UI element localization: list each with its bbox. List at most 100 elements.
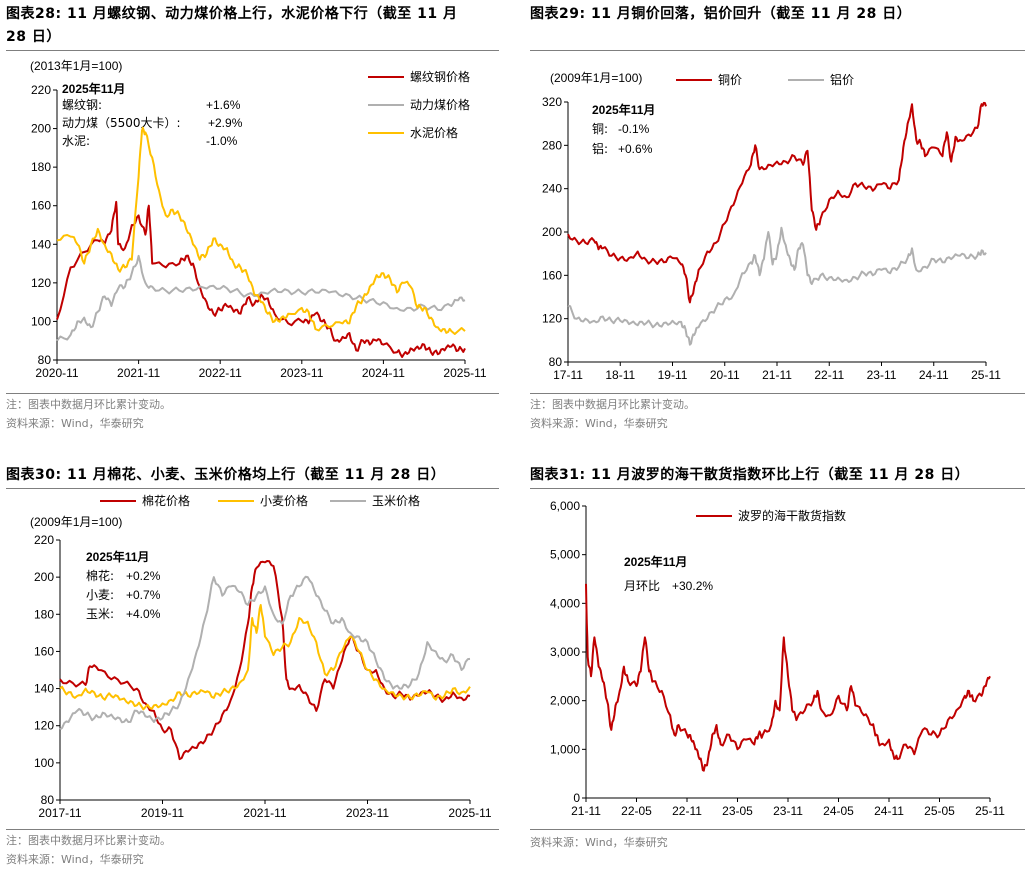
x-tick-label: 22-11	[672, 804, 702, 818]
series-1	[59, 560, 471, 761]
y-tick-label: 120	[34, 719, 54, 733]
x-tick-label: 22-11	[814, 368, 844, 382]
chart-title-line2: 28 日）	[6, 29, 61, 45]
y-tick-label: 220	[31, 83, 51, 97]
annotation-cement-value: -1.0%	[206, 134, 238, 148]
series-3	[59, 575, 471, 731]
annotation-cotton-label: 棉花:	[86, 568, 114, 583]
legend-label: 铝价	[830, 72, 854, 87]
legend-item: 水泥价格	[368, 125, 458, 140]
chart-note: 注：图表中数据月环比累计变动。	[6, 834, 171, 847]
note-divider	[6, 393, 499, 394]
x-tick-label: 24-11	[919, 368, 949, 382]
y-tick-label: 80	[549, 355, 563, 369]
index-base-label: (2009年1月=100)	[30, 515, 122, 529]
chart-bdi: 波罗的海干散货指数 2025年11月 月环比 +30.2% 0 1,000 2,00…	[550, 499, 1005, 818]
series-1	[567, 101, 987, 304]
x-tick-label: 23-05	[722, 804, 753, 818]
axes: 80 120 160 200 240 280 320 17-11 18-11 19-11 20-11…	[542, 95, 1001, 382]
y-tick-label: 160	[31, 199, 51, 213]
x-tick-label: 2023-11	[280, 366, 323, 380]
annotation-coal-value: +2.9%	[208, 116, 243, 130]
x-tick-label: 2020-11	[35, 366, 78, 380]
annotation-title: 2025年11月	[62, 81, 125, 96]
x-tick-label: 17-11	[553, 368, 583, 382]
y-tick-label: 160	[542, 268, 562, 282]
chart-title-line1: 图表29: 11 月铜价回落，铝价回升（截至 11 月 28 日）	[530, 6, 912, 22]
y-tick-label: 140	[31, 237, 51, 251]
legend-item: 玉米价格	[330, 493, 420, 508]
x-tick-label: 2022-11	[199, 366, 242, 380]
legend-label: 波罗的海干散货指数	[738, 508, 846, 523]
legend: 波罗的海干散货指数	[696, 508, 846, 523]
annotation-box: 2025年11月 棉花: +0.2% 小麦: +0.7% 玉米: +4.0%	[86, 549, 161, 621]
y-tick-label: 100	[31, 314, 51, 328]
x-tick-label: 24-05	[823, 804, 854, 818]
legend-item: 小麦价格	[218, 493, 308, 508]
annotation-aluminum-label: 铝:	[592, 141, 608, 156]
series-line	[585, 583, 991, 772]
x-tick-label: 2021-11	[243, 806, 286, 820]
chart-source: 资料来源：Wind，华泰研究	[6, 853, 144, 866]
note-divider	[530, 393, 1025, 394]
x-tick-label: 19-11	[658, 368, 688, 382]
chart-source: 资料来源：Wind，华泰研究	[6, 417, 144, 430]
panel-copper-aluminum: 图表29: 11 月铜价回落，铝价回升（截至 11 月 28 日） (2009年…	[526, 0, 1031, 440]
legend-item: 棉花价格	[100, 493, 190, 508]
annotation-box: 2025年11月 螺纹钢: +1.6% 动力煤（5500大卡）: +2.9% 水…	[62, 81, 243, 148]
axes: 80 100 120 140 160 180 200 220 2017-11 2019-11 202…	[34, 533, 492, 820]
series-line	[59, 575, 471, 731]
legend-label: 水泥价格	[410, 125, 458, 140]
y-tick-label: 160	[34, 644, 54, 658]
legend-item: 波罗的海干散货指数	[696, 508, 846, 523]
panel-cotton-wheat-corn: 图表30: 11 月棉花、小麦、玉米价格均上行（截至 11 月 28 日） (2…	[0, 460, 505, 874]
x-tick-label: 2023-11	[346, 806, 389, 820]
annotation-copper-label: 铜:	[592, 121, 608, 136]
note-divider	[530, 829, 1025, 830]
x-tick-label: 2019-11	[141, 806, 184, 820]
title-divider	[530, 50, 1025, 51]
annotation-copper-value: -0.1%	[618, 122, 650, 136]
legend-label: 玉米价格	[372, 493, 420, 508]
series-line	[56, 254, 466, 342]
legend-label: 螺纹钢价格	[410, 69, 470, 84]
y-tick-label: 5,000	[550, 548, 580, 562]
y-tick-label: 100	[34, 756, 54, 770]
legend: 铜价 铝价	[676, 72, 854, 87]
axes: 0 1,000 2,000 3,000 4,000 5,000 6,000 21-11 22-0…	[550, 499, 1005, 818]
x-tick-label: 2025-11	[443, 366, 486, 380]
title-divider	[530, 488, 1025, 489]
annotation-aluminum-value: +0.6%	[618, 142, 653, 156]
annotation-rebar-value: +1.6%	[206, 98, 241, 112]
panel-bdi: 图表31: 11 月波罗的海干散货指数环比上行（截至 11 月 28 日） 波罗…	[526, 460, 1031, 874]
y-tick-label: 140	[34, 682, 54, 696]
series-line	[567, 101, 987, 304]
chart-title-line1: 图表30: 11 月棉花、小麦、玉米价格均上行（截至 11 月 28 日）	[6, 467, 446, 483]
y-tick-label: 180	[31, 160, 51, 174]
index-base-label: (2013年1月=100)	[30, 59, 122, 73]
x-tick-label: 23-11	[867, 368, 897, 382]
chart-source: 资料来源：Wind，华泰研究	[530, 417, 668, 430]
x-tick-label: 24-11	[874, 804, 904, 818]
x-tick-label: 2021-11	[117, 366, 160, 380]
x-tick-label: 20-11	[710, 368, 740, 382]
series-2	[56, 254, 466, 342]
legend-label: 小麦价格	[260, 493, 308, 508]
x-tick-label: 25-11	[975, 804, 1005, 818]
legend-label: 铜价	[718, 72, 742, 87]
legend: 棉花价格 小麦价格 玉米价格	[100, 493, 420, 508]
chart-cotton-wheat-corn: (2009年1月=100) 棉花价格 小麦价格 玉米价格 2025年11月 棉花: …	[30, 493, 492, 820]
chart-title-line1: 图表28: 11 月螺纹钢、动力煤价格上行，水泥价格下行（截至 11 月	[6, 6, 458, 22]
y-tick-label: 3,000	[550, 645, 580, 659]
series-line	[56, 200, 466, 358]
panel-rebar-coal-cement: 图表28: 11 月螺纹钢、动力煤价格上行，水泥价格下行（截至 11 月 28 …	[0, 0, 505, 440]
x-tick-label: 2017-11	[38, 806, 81, 820]
x-tick-label: 21-11	[762, 368, 792, 382]
chart-copper-aluminum: (2009年1月=100) 铜价 铝价 2025年11月 铜: -0.1% 铝: …	[542, 71, 1001, 382]
y-tick-label: 320	[542, 95, 562, 109]
annotation-wheat-label: 小麦:	[86, 588, 114, 602]
series-1	[56, 200, 466, 358]
x-tick-label: 22-05	[621, 804, 652, 818]
series-2	[567, 226, 987, 346]
